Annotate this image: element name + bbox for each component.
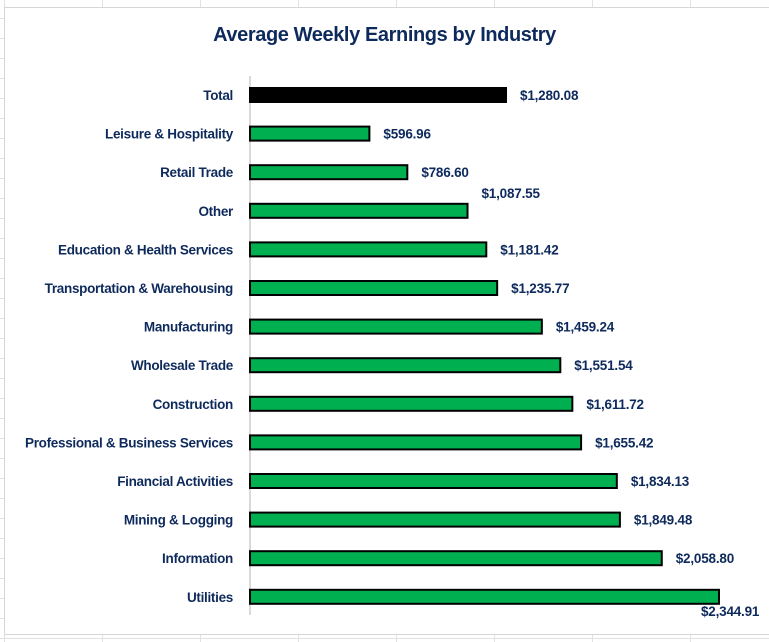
data-label: $1,459.24 <box>556 320 615 335</box>
data-label: $1,280.08 <box>520 88 579 103</box>
chart-title: Average Weekly Earnings by Industry <box>213 24 556 46</box>
data-label: $1,611.72 <box>586 397 644 412</box>
category-label: Wholesale Trade <box>131 358 234 373</box>
data-label: $1,849.48 <box>634 513 693 528</box>
category-label: Utilities <box>187 590 233 605</box>
category-label: Mining & Logging <box>124 513 233 528</box>
category-label: Leisure & Hospitality <box>105 127 234 142</box>
category-label: Education & Health Services <box>58 242 233 257</box>
category-label: Other <box>198 204 234 219</box>
data-label: $2,344.91 <box>701 604 760 619</box>
data-label: $1,087.55 <box>482 186 541 201</box>
bar <box>249 473 618 489</box>
bar <box>249 164 409 181</box>
bar <box>249 511 621 528</box>
data-label: $1,235.77 <box>511 281 569 296</box>
category-label: Professional & Business Services <box>25 435 233 450</box>
bar <box>249 395 574 412</box>
bar <box>249 125 371 142</box>
category-label: Financial Activities <box>117 474 233 489</box>
bar <box>249 550 663 567</box>
bar <box>249 202 469 219</box>
category-label: Information <box>162 551 233 566</box>
category-label: Total <box>203 88 233 103</box>
bar <box>249 357 562 374</box>
category-label: Retail Trade <box>160 165 234 180</box>
data-label: $1,655.42 <box>595 435 653 450</box>
data-label: $786.60 <box>421 165 468 180</box>
data-label: $1,181.42 <box>500 242 558 257</box>
category-label: Transportation & Warehousing <box>45 281 233 296</box>
data-label: $1,551.54 <box>574 358 633 373</box>
bar <box>249 241 488 258</box>
data-label: $596.96 <box>383 127 431 142</box>
bar <box>249 87 508 103</box>
bar <box>249 280 499 296</box>
bar <box>249 318 543 335</box>
data-label: $1,834.13 <box>631 474 690 489</box>
category-label: Manufacturing <box>144 320 233 335</box>
bar <box>249 588 720 605</box>
data-label: $2,058.80 <box>676 551 734 566</box>
bar <box>249 434 583 451</box>
category-label: Construction <box>153 397 233 412</box>
